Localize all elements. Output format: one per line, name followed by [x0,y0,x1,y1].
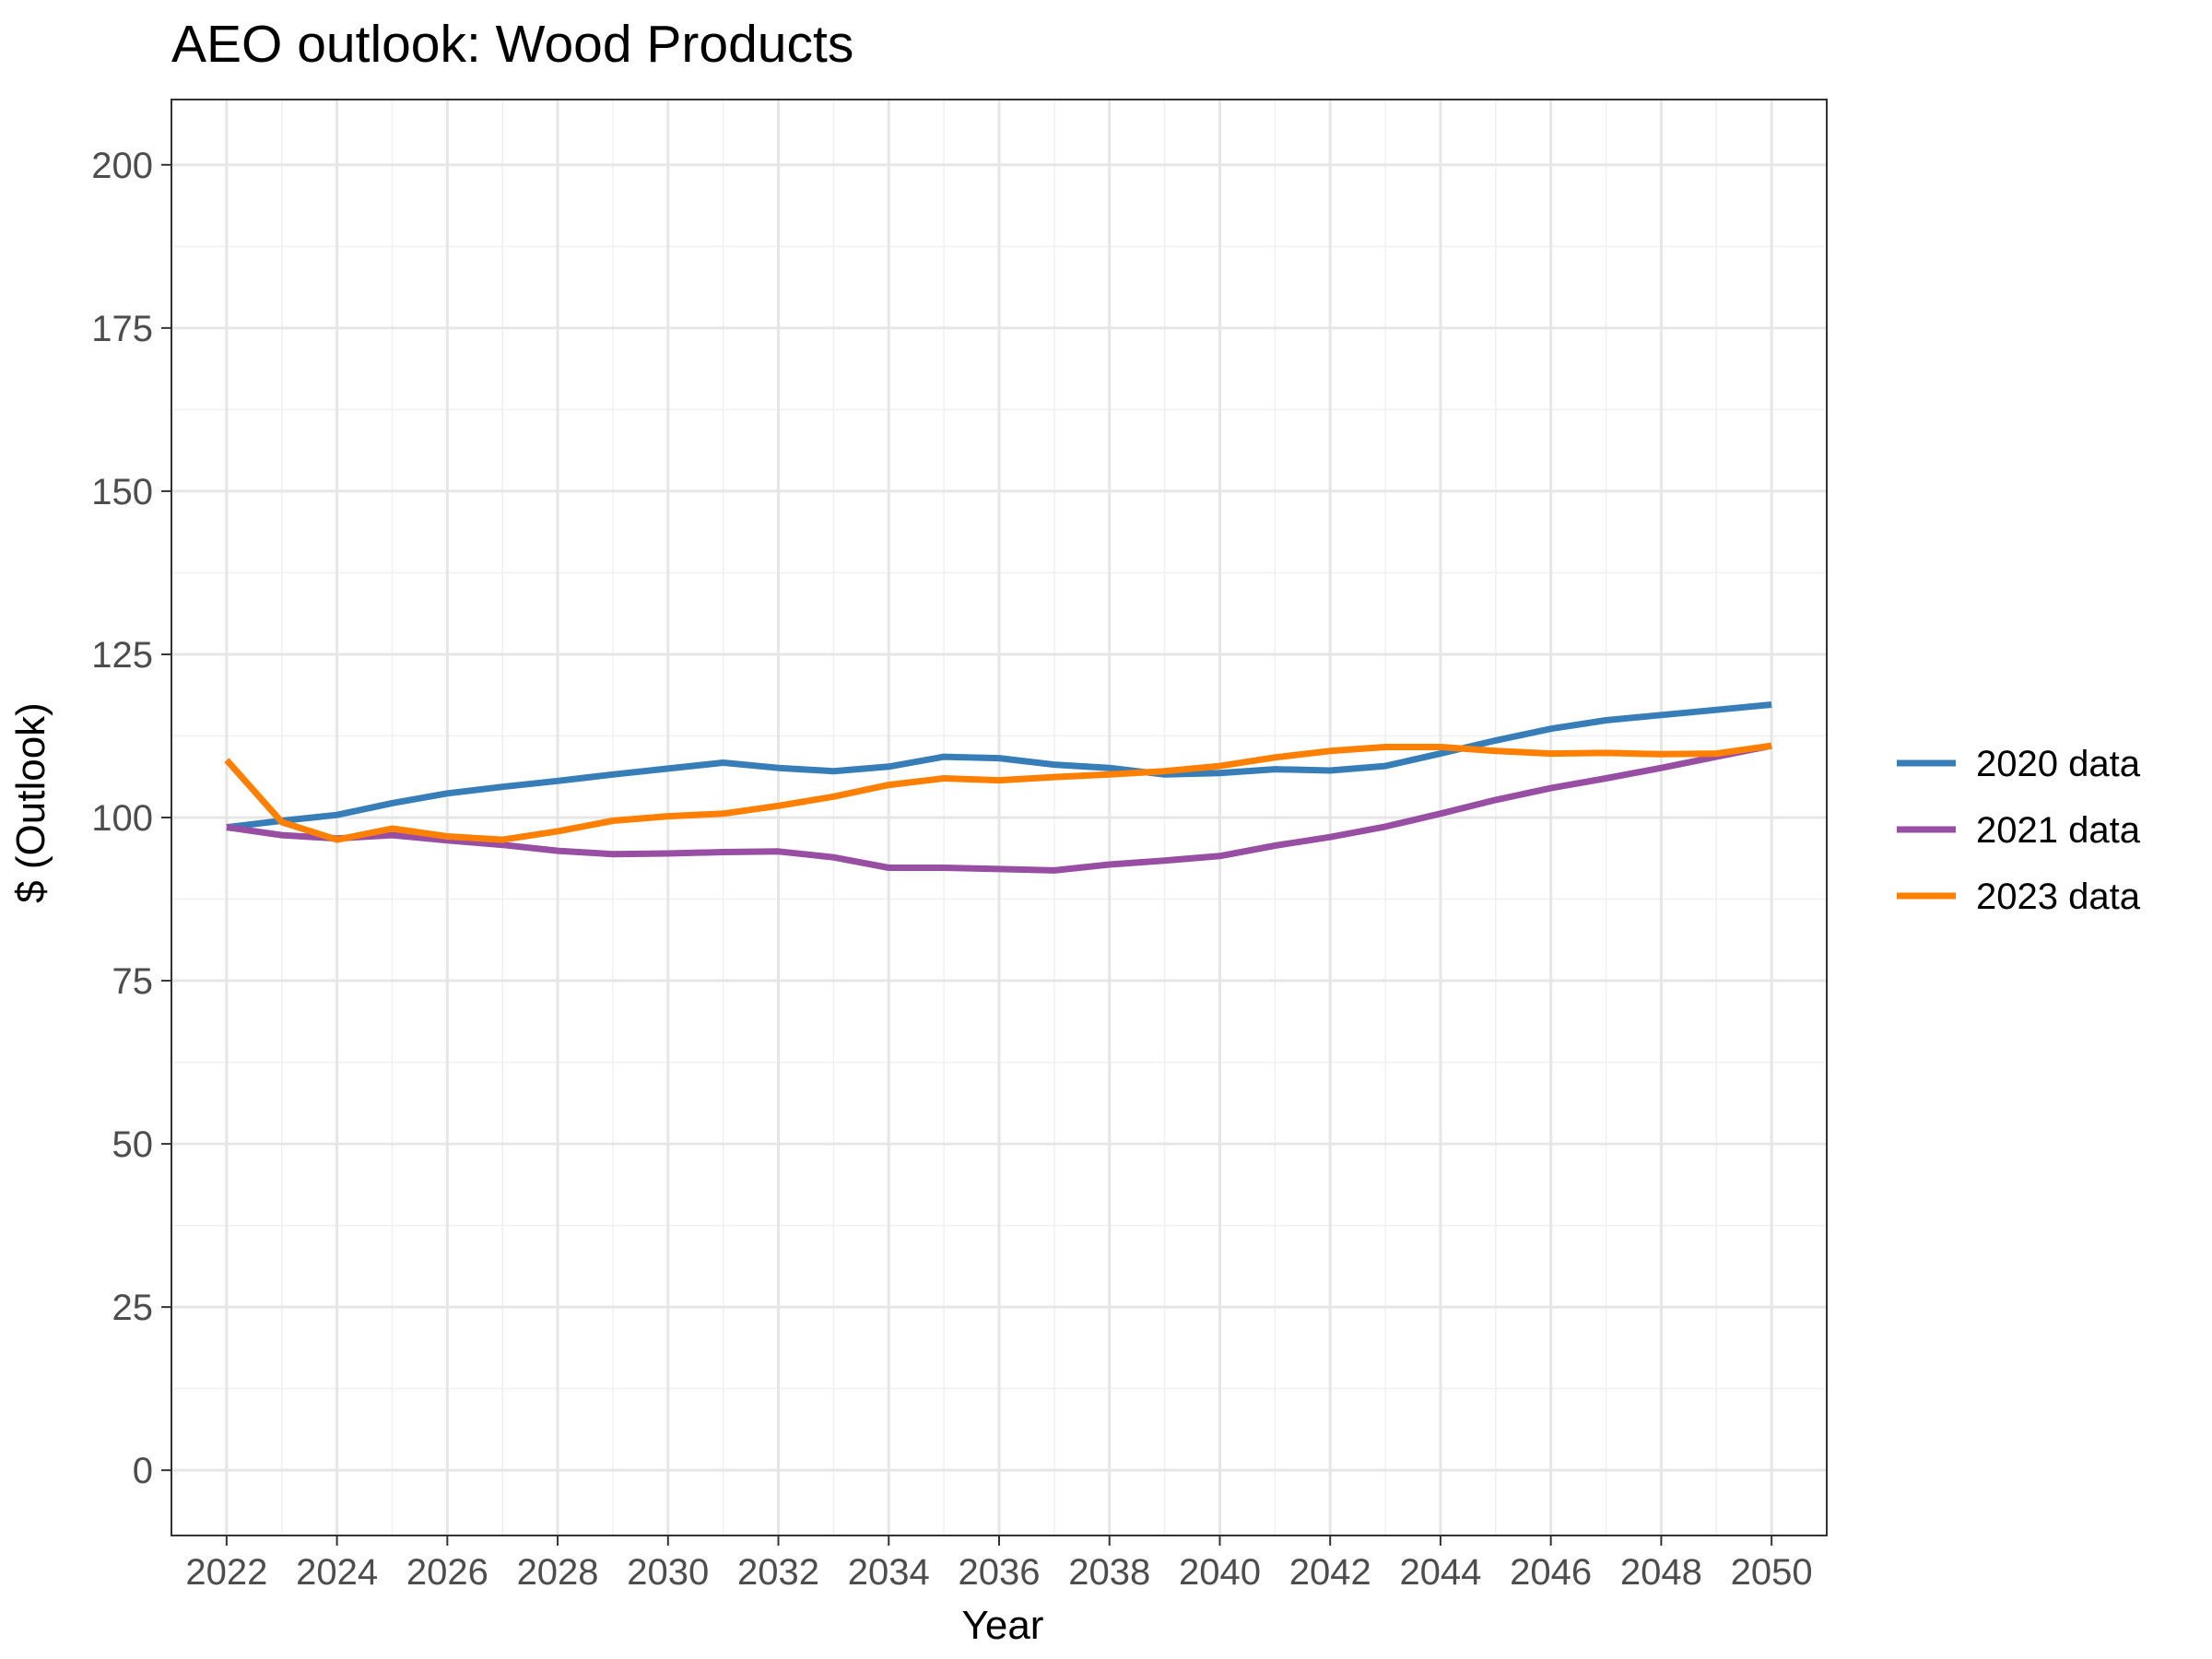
x-tick-label: 2048 [1620,1552,1702,1593]
x-tick-label: 2038 [1068,1552,1150,1593]
y-tick-label: 0 [133,1451,153,1491]
x-tick-label: 2050 [1731,1552,1813,1593]
x-tick-label: 2022 [185,1552,267,1593]
series-line-2021-data [226,742,1772,874]
y-tick-label: 50 [112,1124,154,1165]
x-tick-label: 2024 [296,1552,378,1593]
x-tick-label: 2030 [627,1552,709,1593]
x-tick-label: 2046 [1510,1552,1592,1593]
y-tick-label: 125 [91,635,153,676]
legend: 2020 data 2021 data 2023 data [1897,744,2141,917]
axes: 0 25 50 75 100 125 150 175 200 2022 2024 2026 2028 20… [91,146,1812,1593]
x-axis-title: Year [962,1603,1044,1648]
y-tick-label: 100 [91,798,153,839]
x-tick-label: 2028 [517,1552,599,1593]
series-lines [224,701,1772,874]
x-tick-label: 2026 [406,1552,488,1593]
x-tick-label: 2040 [1179,1552,1261,1593]
chart-title: AEO outlook: Wood Products [171,15,853,74]
x-tick-label: 2036 [959,1552,1041,1593]
x-tick-label: 2042 [1289,1552,1371,1593]
y-tick-label: 200 [91,146,153,186]
series-line-2023-data [224,742,1772,843]
x-tick-label: 2044 [1399,1552,1481,1593]
x-tick-label: 2032 [737,1552,819,1593]
legend-label: 2020 data [1976,744,2141,784]
y-tick-label: 175 [91,309,153,349]
x-tick-label: 2034 [848,1552,930,1593]
legend-label: 2023 data [1976,877,2141,917]
legend-label: 2021 data [1976,810,2141,851]
y-tick-label: 75 [112,961,154,1002]
y-tick-label: 25 [112,1288,154,1328]
gridlines [171,100,1828,1535]
y-axis-title: $ (Outlook) [8,702,53,903]
series-line-2020-data [226,701,1772,831]
y-tick-label: 150 [91,472,153,512]
